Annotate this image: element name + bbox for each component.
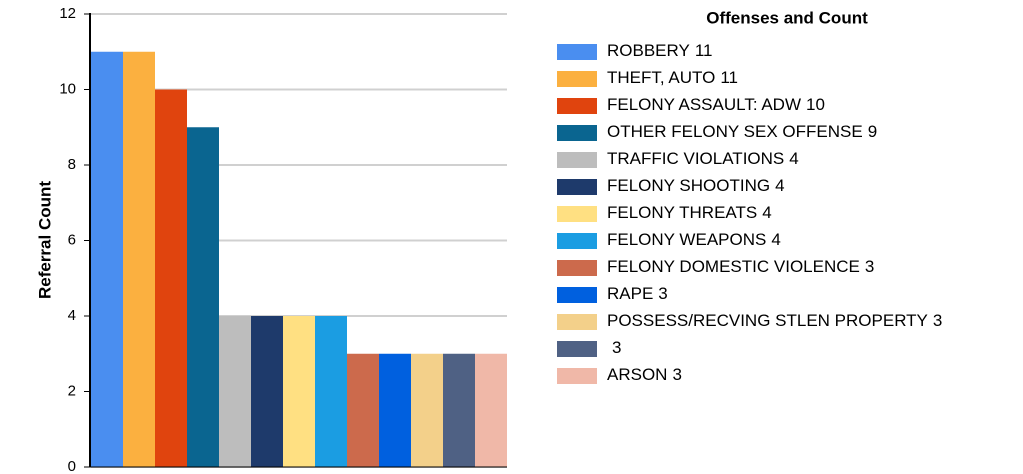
legend-name: FELONY SHOOTING	[607, 176, 770, 195]
legend-value: 4	[771, 230, 780, 249]
y-tick-label: 12	[59, 5, 76, 22]
bar	[219, 316, 251, 467]
legend-label: POSSESS/RECVING STLEN PROPERTY 3	[607, 311, 942, 330]
legend-swatch	[557, 179, 597, 195]
legend-name: FELONY THREATS	[607, 203, 757, 222]
legend-value: 3	[658, 284, 667, 303]
bar	[475, 353, 507, 467]
legend-label: RAPE 3	[607, 284, 668, 303]
legend-name: FELONY WEAPONS	[607, 230, 766, 249]
y-tick-label: 6	[68, 231, 76, 248]
legend-value: 3	[865, 257, 874, 276]
legend-label: TRAFFIC VIOLATIONS 4	[607, 149, 799, 168]
legend-title: Offenses and Count	[706, 8, 868, 27]
y-tick-label: 8	[68, 156, 76, 173]
legend-label: 3	[612, 338, 621, 357]
legend-value: 4	[775, 176, 784, 195]
legend-label: THEFT, AUTO 11	[607, 68, 738, 87]
bar	[155, 89, 187, 467]
legend-swatch	[557, 152, 597, 168]
legend-swatch	[557, 314, 597, 330]
legend-value: 3	[612, 338, 621, 357]
y-tick-label: 4	[68, 307, 76, 324]
bar	[283, 316, 315, 467]
y-tick-label: 0	[68, 458, 76, 474]
legend-swatch	[557, 206, 597, 222]
legend-swatch	[557, 233, 597, 249]
legend-swatch	[557, 341, 597, 357]
legend-label: FELONY WEAPONS 4	[607, 230, 781, 249]
bar	[123, 51, 155, 467]
legend-value: 11	[720, 68, 738, 87]
legend-swatch	[557, 98, 597, 114]
legend-swatch	[557, 71, 597, 87]
bar	[315, 316, 347, 467]
legend-label: FELONY THREATS 4	[607, 203, 772, 222]
legend-name: RAPE	[607, 284, 653, 303]
legend-name: OTHER FELONY SEX OFFENSE	[607, 122, 863, 141]
legend-value: 9	[868, 122, 877, 141]
legend-swatch	[557, 260, 597, 276]
legend-value: 3	[672, 365, 681, 384]
y-axis-label: Referral Count	[35, 181, 54, 299]
legend-label: OTHER FELONY SEX OFFENSE 9	[607, 122, 877, 141]
legend-name: TRAFFIC VIOLATIONS	[607, 149, 784, 168]
legend-name: ROBBERY	[607, 41, 690, 60]
legend-label: ARSON 3	[607, 365, 682, 384]
bar	[443, 353, 475, 467]
legend-label: FELONY SHOOTING 4	[607, 176, 785, 195]
bar	[251, 316, 283, 467]
legend-label: FELONY DOMESTIC VIOLENCE 3	[607, 257, 874, 276]
legend-label: FELONY ASSAULT: ADW 10	[607, 95, 825, 114]
legend-name: POSSESS/RECVING STLEN PROPERTY	[607, 311, 928, 330]
legend-value: 10	[806, 95, 825, 114]
legend-value: 4	[789, 149, 798, 168]
bar	[347, 353, 379, 467]
legend-value: 11	[695, 41, 713, 60]
bar	[187, 127, 219, 467]
legend-swatch	[557, 125, 597, 141]
bar	[379, 353, 411, 467]
bar	[411, 353, 443, 467]
y-tick-label: 10	[59, 80, 76, 97]
legend-value: 3	[933, 311, 942, 330]
legend-swatch	[557, 287, 597, 303]
legend-swatch	[557, 368, 597, 384]
legend-swatch	[557, 44, 597, 60]
y-tick-label: 2	[68, 382, 76, 399]
bar	[91, 51, 123, 467]
legend-value: 4	[762, 203, 771, 222]
legend-name: THEFT, AUTO	[607, 68, 715, 87]
legend-name: FELONY ASSAULT: ADW	[607, 95, 801, 114]
legend-label: ROBBERY 11	[607, 41, 712, 60]
legend-name: FELONY DOMESTIC VIOLENCE	[607, 257, 860, 276]
legend-name: ARSON	[607, 365, 667, 384]
